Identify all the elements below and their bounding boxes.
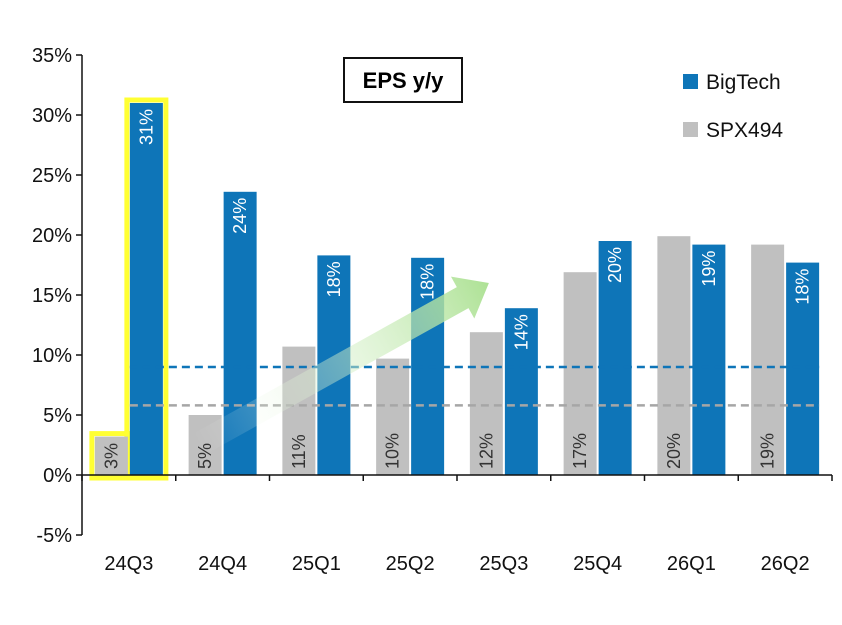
axes-layer: -5% 0% 5% 10% 15% 20% 25% 30% 35% 24Q3 24Q4 25Q1 25Q… xyxy=(32,45,833,575)
bar-label-bigtech-26q1: 19% xyxy=(699,251,719,287)
bar-label-spx494-25q3: 12% xyxy=(476,433,496,469)
x-tick-label-25q3: 25Q3 xyxy=(479,553,528,575)
bar-label-spx494-24q4: 5% xyxy=(195,443,215,469)
y-tick-label: 5% xyxy=(43,405,72,427)
x-tick-label-25q4: 25Q4 xyxy=(573,553,622,575)
y-tick-label: 0% xyxy=(43,465,72,487)
bar-bigtech-25q4 xyxy=(598,241,632,475)
trend-arrow xyxy=(191,276,489,456)
bar-spx494-26q1 xyxy=(657,236,691,475)
legend-label-bigtech: BigTech xyxy=(706,71,781,94)
bar-label-bigtech-25q2: 18% xyxy=(418,264,438,300)
bar-label-spx494-24q3: 3% xyxy=(101,443,121,469)
bar-label-spx494-26q1: 20% xyxy=(664,433,684,469)
bar-label-spx494-25q1: 11% xyxy=(289,434,309,469)
x-tick-label-26q2: 26Q2 xyxy=(761,553,810,575)
y-tick-label: 15% xyxy=(32,285,72,307)
bar-bigtech-26q1 xyxy=(692,244,726,475)
bar-label-bigtech-24q3: 31% xyxy=(136,109,156,145)
y-tick-label: 35% xyxy=(32,45,72,67)
legend-swatch-spx494 xyxy=(683,122,698,137)
y-tick-label: 10% xyxy=(32,345,72,367)
bar-label-spx494-25q2: 10% xyxy=(383,433,403,469)
bar-label-spx494-25q4: 17% xyxy=(570,433,590,469)
bar-spx494-25q4 xyxy=(563,272,597,475)
chart-title: EPS y/y xyxy=(363,68,444,93)
bar-label-bigtech-26q2: 18% xyxy=(793,269,813,305)
highlight-box-bigtech xyxy=(124,97,169,481)
y-tick-label: -5% xyxy=(36,525,72,547)
bars-layer xyxy=(94,103,820,476)
bar-label-bigtech-25q4: 20% xyxy=(605,247,625,283)
bar-bigtech-26q2 xyxy=(786,262,820,475)
y-tick-label: 20% xyxy=(32,225,72,247)
x-tick-label-26q1: 26Q1 xyxy=(667,553,716,575)
bar-bigtech-24q3 xyxy=(129,103,163,475)
bar-spx494-25q2 xyxy=(376,358,410,475)
trend-arrow-layer xyxy=(191,276,489,456)
x-tick-label-25q2: 25Q2 xyxy=(386,553,435,575)
bar-label-bigtech-25q3: 14% xyxy=(511,314,531,350)
x-tick-label-24q3: 24Q3 xyxy=(104,553,153,575)
bar-spx494-24q3 xyxy=(94,436,128,475)
legend-label-spx494: SPX494 xyxy=(706,119,783,142)
bar-spx494-26q2 xyxy=(751,244,785,475)
legend: BigTech SPX494 xyxy=(683,71,783,142)
x-tick-label-24q4: 24Q4 xyxy=(198,553,247,575)
chart-title-box: EPS y/y xyxy=(343,57,463,103)
bar-spx494-25q3 xyxy=(469,332,503,475)
legend-swatch-bigtech xyxy=(683,74,698,89)
y-tick-label: 25% xyxy=(32,165,72,187)
reference-lines-layer xyxy=(129,365,820,407)
bar-bigtech-25q3 xyxy=(504,308,538,475)
bar-label-bigtech-24q4: 24% xyxy=(230,198,250,234)
x-tick-label-25q1: 25Q1 xyxy=(292,553,341,575)
bar-label-spx494-26q2: 19% xyxy=(758,433,778,469)
bar-labels-layer: 3% 5% 11% 10% 12% 17% 20% 19% 31% 24% 18% 18% 14% 20%… xyxy=(101,109,812,469)
bar-label-bigtech-25q1: 18% xyxy=(324,261,344,297)
y-tick-label: 30% xyxy=(32,105,72,127)
